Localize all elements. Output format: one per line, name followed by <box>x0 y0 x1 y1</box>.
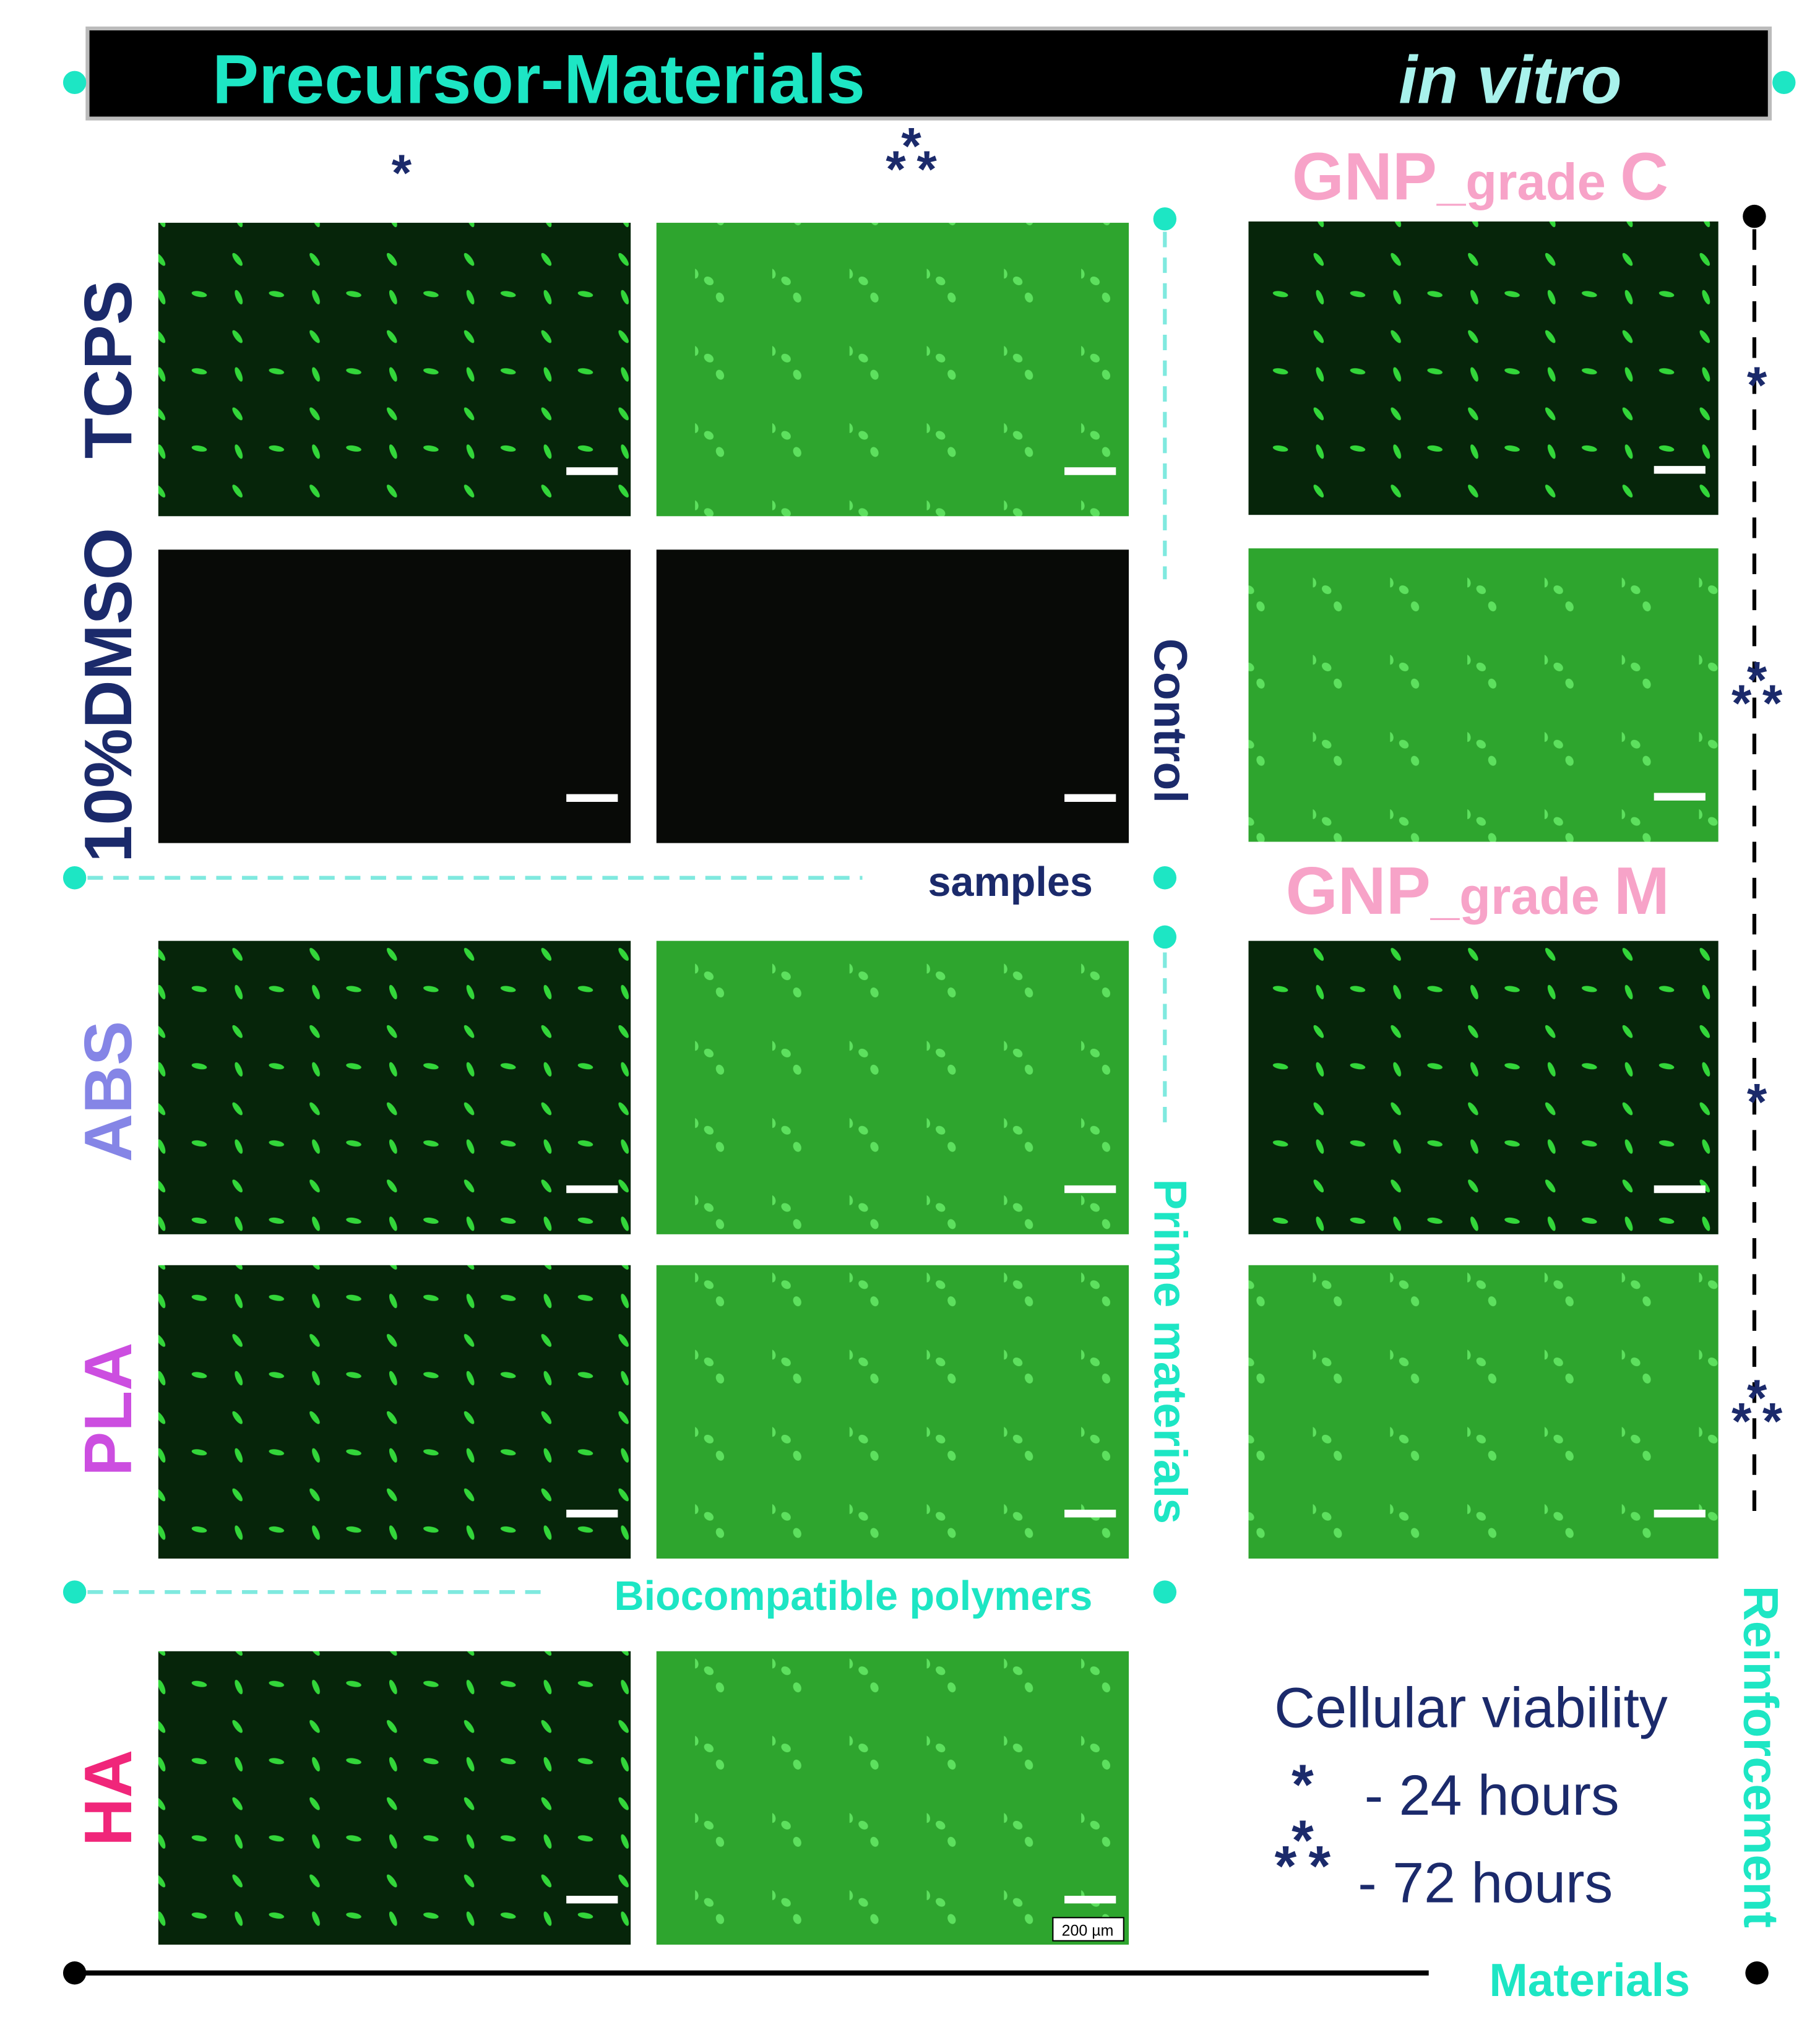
legend-title: Cellular viability <box>1274 1676 1668 1739</box>
viability-marker: * <box>1292 1753 1314 1817</box>
group-label: Biocompatible polymers <box>615 1573 1093 1619</box>
micrograph <box>1248 221 1719 515</box>
gnp-label: GNP_grade M <box>1286 853 1670 928</box>
dashed-guides <box>87 231 1167 1594</box>
micrograph <box>656 223 1129 517</box>
micrograph <box>158 1651 631 1945</box>
micrograph <box>656 1651 1129 1945</box>
viability-marker: ** * <box>1275 1809 1331 1898</box>
micrograph <box>1248 1265 1719 1559</box>
viability-marker: ** * <box>1732 1369 1783 1450</box>
teal-dots <box>63 71 1796 1604</box>
scale-label: 200 µm <box>1062 1922 1114 1939</box>
group-label: Control <box>1145 639 1197 803</box>
group-label: Prime materials <box>1145 1179 1197 1524</box>
micrograph <box>158 940 631 1234</box>
black-dot <box>1745 1961 1769 1985</box>
scale-label-box <box>1052 1917 1124 1942</box>
black-dot <box>63 1961 87 1985</box>
row-label: TCPS <box>71 280 145 458</box>
viability-marker: * <box>1747 1073 1767 1131</box>
gnp-label: GNP_grade C <box>1292 139 1668 214</box>
micrograph <box>1248 548 1719 842</box>
micrograph <box>158 549 631 843</box>
black-dot <box>1743 204 1766 228</box>
legend-text: - 72 hours <box>1358 1851 1613 1914</box>
header-title: Precursor-Materials <box>212 40 865 118</box>
micrograph <box>1248 940 1719 1234</box>
row-label: ABS <box>71 1021 145 1162</box>
row-label: PLA <box>71 1343 145 1476</box>
row-label: HA <box>71 1750 145 1846</box>
viability-marker: * <box>392 144 412 202</box>
header-bar <box>85 26 1772 121</box>
header-subtitle: in vitro <box>1399 43 1622 118</box>
group-label: Reinforcement <box>1733 1586 1788 1928</box>
micrograph <box>656 940 1129 1234</box>
viability-marker: ** * <box>1732 652 1783 732</box>
micrograph <box>158 223 631 517</box>
group-label: samples <box>928 859 1093 905</box>
viability-marker: * <box>1747 356 1767 414</box>
micrograph <box>656 1265 1129 1559</box>
micrograph <box>158 1265 631 1559</box>
legend-text: - 24 hours <box>1365 1764 1619 1827</box>
group-label: Materials <box>1489 1954 1690 2006</box>
row-label: 10%DMSO <box>71 528 145 863</box>
viability-marker: ** * <box>886 117 937 197</box>
micrographs: 200 µm <box>158 221 1719 1945</box>
micrograph <box>656 549 1129 843</box>
